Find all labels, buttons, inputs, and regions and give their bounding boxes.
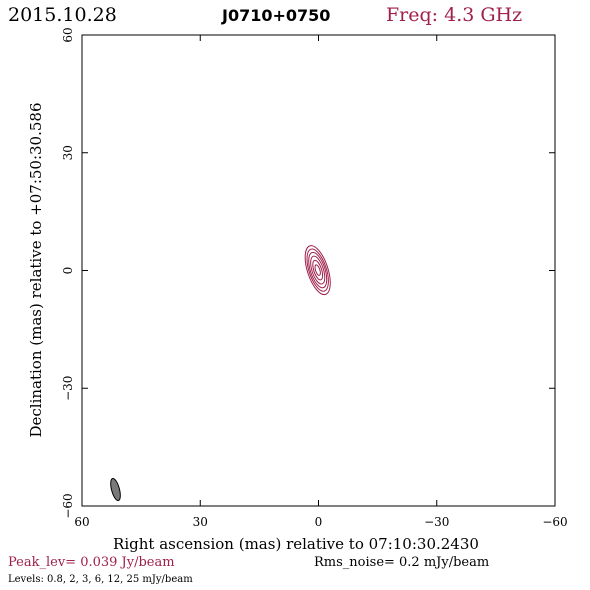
x-axis-label: Right ascension (mas) relative to 07:10:… (113, 535, 479, 553)
beam-ellipse (110, 477, 121, 502)
source-name: J0710+0750 (221, 6, 330, 25)
source-contours (304, 245, 331, 296)
y-axis-label: Declination (mas) relative to +07:50:30.… (27, 102, 45, 437)
y-tick-label: 60 (61, 27, 75, 42)
contour-level-6 (310, 255, 326, 285)
x-tick-label: −60 (542, 515, 567, 529)
contour-level-12 (312, 259, 324, 281)
contour-level-2 (306, 248, 329, 292)
x-tick-label: 0 (315, 515, 323, 529)
frequency-label: Freq: 4.3 GHz (386, 4, 522, 26)
contour-level-3 (308, 251, 328, 289)
x-tick-labels: 60 30 0 −30 −60 (74, 515, 567, 529)
x-tick-label: −30 (424, 515, 449, 529)
restoring-beam (110, 477, 121, 502)
x-tick-label: 60 (74, 515, 89, 529)
contour-level-25 (314, 264, 321, 276)
y-tick-label: −30 (61, 376, 75, 401)
y-tick-label: 30 (61, 145, 75, 160)
x-tick-label: 30 (193, 515, 208, 529)
tick-marks (81, 34, 556, 507)
contour-level-0_8 (304, 245, 331, 296)
y-tick-labels: −60 −30 0 30 60 (61, 27, 75, 518)
rms-noise: Rms_noise= 0.2 mJy/beam (314, 555, 489, 570)
y-tick-label: 0 (61, 267, 75, 275)
contour-levels: Levels: 0.8, 2, 3, 6, 12, 25 mJy/beam (8, 574, 193, 585)
observation-date: 2015.10.28 (8, 4, 117, 26)
y-tick-label: −60 (61, 493, 75, 518)
plot-frame (81, 34, 556, 507)
peak-level: Peak_lev= 0.039 Jy/beam (8, 555, 175, 570)
